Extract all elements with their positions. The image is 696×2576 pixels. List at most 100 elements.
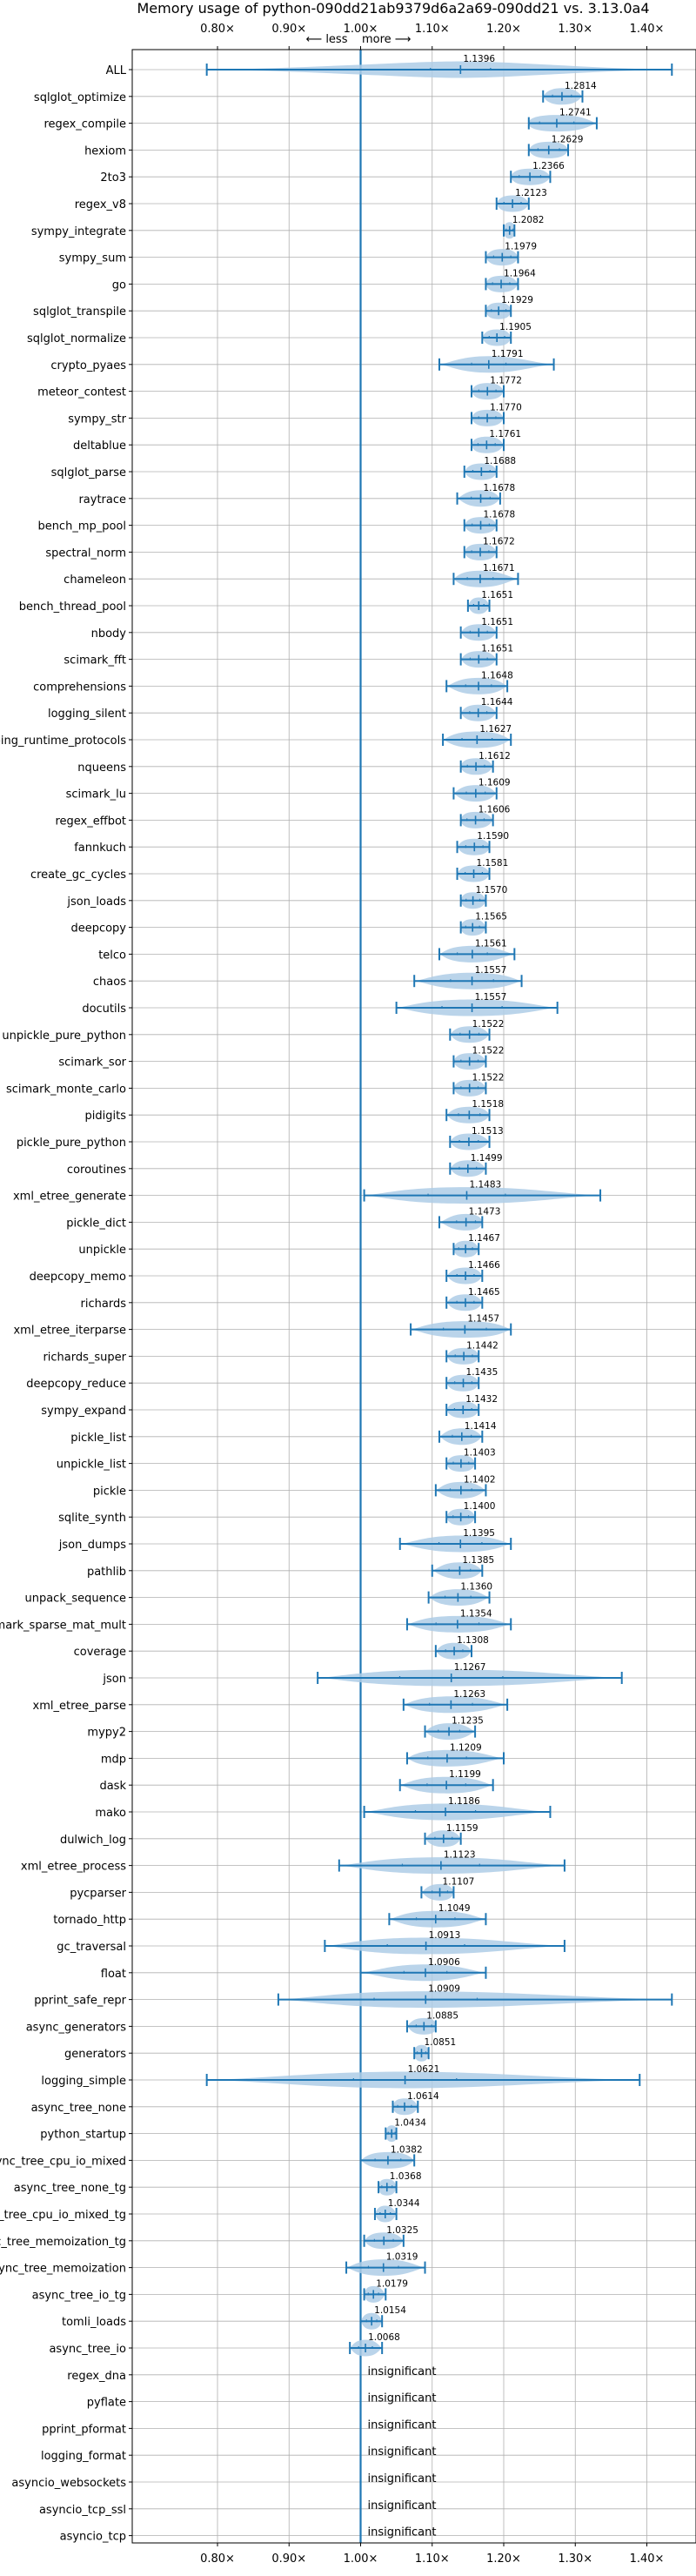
value-label: 1.0621 xyxy=(408,2064,440,2075)
value-label: 1.1402 xyxy=(464,1474,496,1485)
value-label: 1.1561 xyxy=(475,938,507,949)
benchmark-name: unpack_sequence xyxy=(24,1593,126,1606)
value-label: 1.1648 xyxy=(481,670,513,681)
value-label: 1.1400 xyxy=(464,1501,496,1512)
value-label: 1.1049 xyxy=(438,1903,471,1914)
benchmark-name: unpickle_list xyxy=(57,1459,126,1472)
benchmark-name: richards xyxy=(81,1298,127,1311)
value-label: 1.1518 xyxy=(472,1099,504,1110)
benchmark-name: regex_compile xyxy=(44,118,126,131)
direction-label: ⟵ less more ⟶ xyxy=(306,33,412,46)
value-label: 1.1929 xyxy=(501,295,533,305)
benchmark-name: sympy_sum xyxy=(59,252,126,265)
benchmark-name: sqlglot_parse xyxy=(51,466,126,480)
benchmark-name: json_loads xyxy=(66,896,126,909)
x-tick-label-bottom: 1.10× xyxy=(415,2553,450,2566)
value-label: 1.1964 xyxy=(504,268,536,278)
benchmark-name: async_tree_io_tg xyxy=(32,2289,126,2302)
benchmark-name: python_startup xyxy=(40,2129,126,2142)
value-label: 1.0154 xyxy=(374,2305,406,2316)
benchmark-name: bench_mp_pool xyxy=(37,520,126,533)
x-tick-label-top: 1.00× xyxy=(344,23,378,36)
benchmark-name: logging_silent xyxy=(48,708,126,721)
value-label: 1.1513 xyxy=(472,1126,504,1137)
value-label: 1.1565 xyxy=(475,912,507,922)
x-tick-label-top: 0.90× xyxy=(271,23,306,36)
benchmark-name: mdp xyxy=(101,1753,126,1766)
x-tick-label-top: 1.10× xyxy=(415,23,450,36)
benchmark-name: scimark_sor xyxy=(58,1057,126,1070)
value-label: 1.1671 xyxy=(483,563,515,574)
x-tick-label-bottom: 1.20× xyxy=(486,2553,521,2566)
value-label: 1.1107 xyxy=(443,1876,475,1887)
value-label: 1.1651 xyxy=(481,590,513,600)
benchmark-name: xml_etree_generate xyxy=(13,1191,126,1204)
benchmark-name: gc_traversal xyxy=(57,1941,126,1954)
value-label: 1.2082 xyxy=(512,215,545,225)
value-label: 1.1612 xyxy=(478,751,511,761)
benchmark-name: xml_etree_process xyxy=(21,1861,126,1874)
value-label: 1.1570 xyxy=(476,885,508,896)
value-label: 1.1199 xyxy=(449,1769,481,1780)
benchmark-name: logging_format xyxy=(41,2450,126,2463)
value-label: 1.1688 xyxy=(484,456,516,466)
benchmark-name: pycparser xyxy=(70,1887,126,1900)
value-label: 1.1467 xyxy=(468,1233,500,1244)
value-label: 1.1606 xyxy=(478,804,511,815)
value-label: 1.1159 xyxy=(446,1823,478,1834)
benchmark-name: scimark_lu xyxy=(66,788,126,802)
value-label: 1.1209 xyxy=(450,1742,482,1753)
benchmark-name: float xyxy=(101,1968,126,1981)
insignificant-label: insignificant xyxy=(368,2418,437,2432)
violin-marks xyxy=(205,50,673,2543)
value-label: 1.1457 xyxy=(467,1314,499,1325)
value-label: 1.1385 xyxy=(462,1555,494,1566)
benchmark-name: async_tree_io xyxy=(49,2343,126,2356)
value-label: 1.0179 xyxy=(376,2278,408,2289)
benchmark-name: pickle_list xyxy=(70,1432,126,1445)
value-label: 1.1672 xyxy=(483,536,515,547)
benchmark-name: nbody xyxy=(91,627,127,641)
benchmark-name: async_tree_none_tg xyxy=(14,2182,126,2195)
benchmark-name: dulwich_log xyxy=(60,1834,126,1847)
benchmark-name: pprint_safe_repr xyxy=(34,1995,126,2008)
insignificant-label: insignificant xyxy=(368,2365,437,2378)
benchmark-name: unpickle xyxy=(78,1244,126,1257)
benchmark-name: sympy_integrate xyxy=(31,225,126,238)
value-label: 1.1772 xyxy=(490,376,522,386)
value-label: 1.0068 xyxy=(368,2332,400,2343)
value-label: 1.0906 xyxy=(428,1957,460,1968)
insignificant-label: insignificant xyxy=(368,2445,437,2459)
benchmark-name: fannkuch xyxy=(74,842,126,855)
value-label: 1.1557 xyxy=(475,965,507,976)
benchmark-name: crypto_pyaes xyxy=(50,359,126,372)
value-label: 1.0851 xyxy=(424,2037,456,2048)
x-tick-label-bottom: 1.30× xyxy=(558,2553,592,2566)
value-label: 1.0885 xyxy=(426,2010,458,2021)
value-label: 1.1473 xyxy=(469,1206,501,1217)
benchmark-name: tomli_loads xyxy=(62,2316,126,2329)
x-tick-label-top: 0.80× xyxy=(200,23,235,36)
value-label: 1.2123 xyxy=(515,188,547,198)
benchmark-name: pickle_pure_python xyxy=(17,1137,126,1150)
plot-frame xyxy=(131,49,696,2544)
value-label: 1.2629 xyxy=(552,134,584,144)
benchmark-name: hexiom xyxy=(84,144,126,158)
benchmark-name: logging_simple xyxy=(41,2075,126,2088)
value-label: 1.1627 xyxy=(479,724,512,735)
benchmark-name: docutils xyxy=(82,1003,126,1016)
chart-title: Memory usage of python-090dd21ab9379d6a2… xyxy=(137,0,649,17)
benchmark-name: deepcopy xyxy=(70,922,126,936)
benchmark-name: sympy_str xyxy=(68,413,126,426)
benchmark-name: mako xyxy=(95,1807,126,1820)
benchmark-name: coroutines xyxy=(67,1164,126,1177)
insignificant-label: insignificant xyxy=(368,2526,437,2539)
value-label: 1.1651 xyxy=(481,644,513,654)
value-label: 1.1432 xyxy=(465,1394,498,1405)
benchmark-name: dask xyxy=(99,1780,126,1793)
value-label: 1.0913 xyxy=(429,1930,461,1941)
value-label: 1.1678 xyxy=(484,483,516,493)
value-label: 1.0344 xyxy=(388,2198,420,2209)
